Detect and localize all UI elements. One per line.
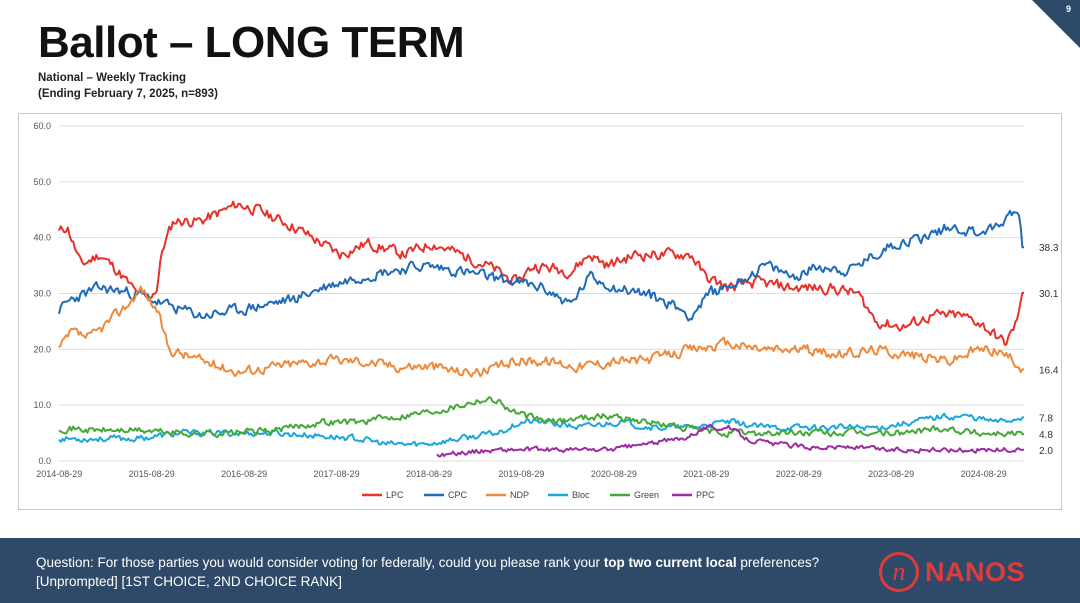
logo-mark-icon: n (878, 552, 919, 592)
series-lines (58, 200, 1025, 458)
chart-labels: 0.0 10.0 20.0 30.0 40.0 50.0 60.0 2014-08-29 201… (33, 121, 1058, 479)
x-tick-label: 2019-08-29 (498, 469, 544, 479)
end-label-cpc: 38.3 (1039, 243, 1059, 254)
y-tick-label: 40.0 (33, 233, 51, 243)
legend-label-green: Green (634, 490, 659, 500)
x-tick-label: 2021-08-29 (683, 469, 729, 479)
end-label-lpc: 30.1 (1039, 289, 1059, 300)
series-line-cpc (58, 209, 1024, 322)
question-text-start: Question: For those parties you would co… (36, 555, 604, 570)
x-tick-label: 2023-08-29 (868, 469, 914, 479)
question-text-emphasis: top two current local (603, 555, 737, 570)
slide-title: Ballot – LONG TERM (38, 18, 465, 67)
series-line-bloc (58, 412, 1024, 447)
question-text: Question: For those parties you would co… (36, 553, 826, 591)
x-tick-label: 2016-08-29 (221, 469, 267, 479)
y-tick-label: 30.0 (33, 289, 51, 299)
chart: 0.0 10.0 20.0 30.0 40.0 50.0 60.0 2014-08-29 201… (33, 121, 1058, 500)
legend-label-lpc: LPC (386, 490, 404, 500)
end-label-bloc: 7.8 (1039, 413, 1053, 424)
question-text-end: preferences? [Unprompted] [1ST CHOICE, 2… (36, 555, 820, 589)
x-tick-label: 2020-08-29 (591, 469, 637, 479)
series-line-green (58, 396, 1024, 439)
page-number: 9 (1065, 4, 1071, 14)
nanos-logo: n NANOS (878, 550, 1025, 594)
subtitle-line-2: (Ending February 7, 2025, n=893) (38, 88, 218, 100)
series-line-lpc (58, 200, 1024, 346)
x-tick-label: 2022-08-29 (776, 469, 822, 479)
legend-label-ppc: PPC (696, 490, 715, 500)
x-tick-label: 2017-08-29 (314, 469, 360, 479)
end-label-green: 4.8 (1039, 430, 1053, 441)
y-tick-label: 0.0 (38, 456, 51, 466)
legend-label-cpc: CPC (448, 490, 468, 500)
x-tick-label: 2015-08-29 (129, 469, 175, 479)
legend-label-ndp: NDP (510, 490, 529, 500)
gridlines (59, 125, 1024, 462)
subtitle-line-1: National – Weekly Tracking (38, 72, 187, 84)
end-label-ndp: 16.4 (1039, 365, 1059, 376)
y-tick-label: 10.0 (33, 400, 51, 410)
corner-tab (1032, 0, 1080, 48)
x-tick-label: 2024-08-29 (961, 469, 1007, 479)
end-label-ppc: 2.0 (1039, 446, 1053, 457)
x-tick-label: 2014-08-29 (36, 469, 82, 479)
logo-wordmark: NANOS (924, 556, 1025, 587)
chart-frame: 0.0 10.0 20.0 30.0 40.0 50.0 60.0 2014-08-29 201… (18, 113, 1062, 510)
x-tick-label: 2018-08-29 (406, 469, 452, 479)
y-tick-label: 60.0 (33, 121, 51, 131)
series-line-ndp (58, 285, 1024, 378)
legend: LPC CPC NDP Bloc Green PPC (362, 490, 715, 500)
series-line-ppc (436, 424, 1025, 458)
footer-bar: Question: For those parties you would co… (0, 538, 1080, 603)
y-tick-label: 20.0 (33, 344, 51, 354)
legend-label-bloc: Bloc (572, 490, 590, 500)
y-tick-label: 50.0 (33, 177, 51, 187)
